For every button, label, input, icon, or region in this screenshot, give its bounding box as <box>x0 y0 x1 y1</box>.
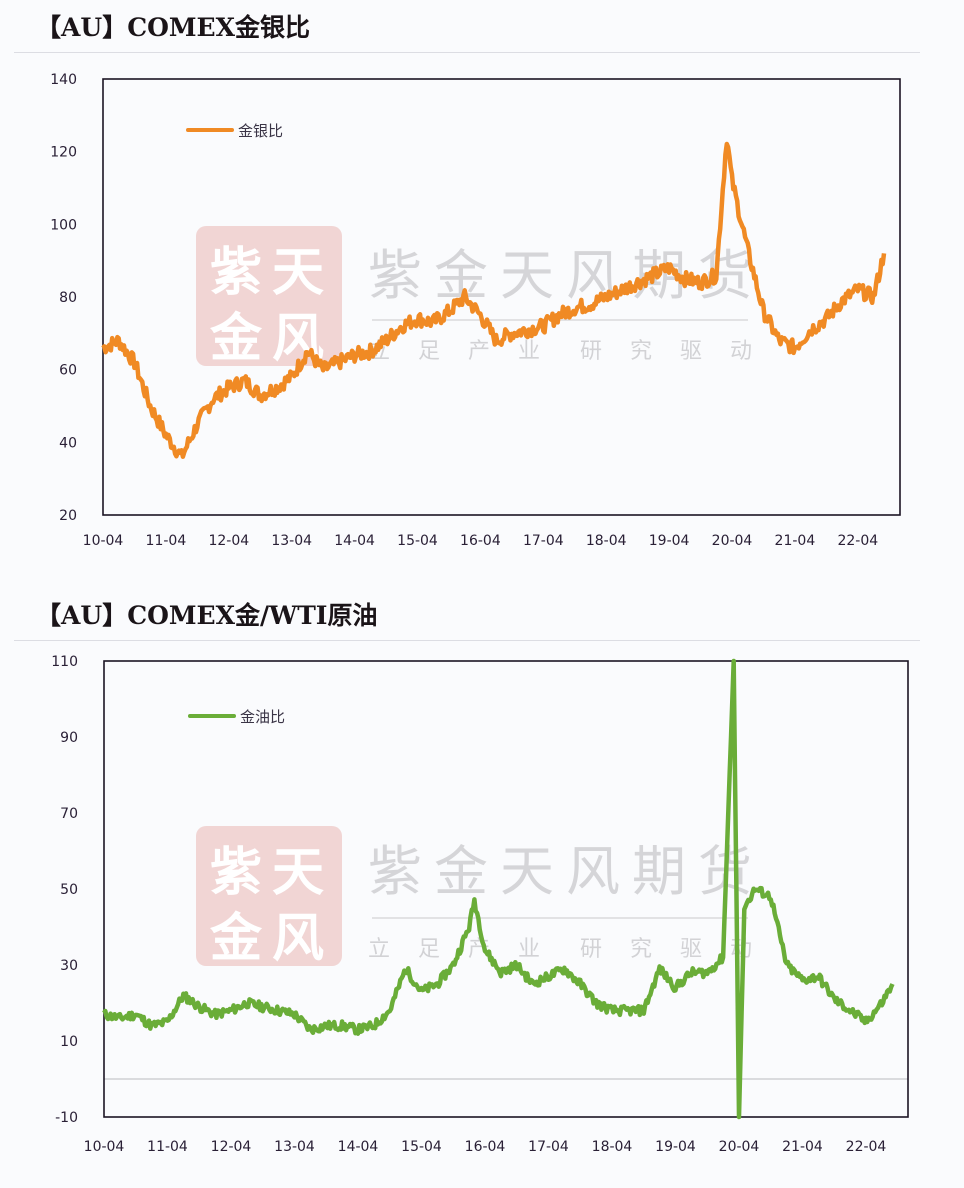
y-tick-label: -10 <box>55 1110 78 1126</box>
x-tick-label: 14-04 <box>334 533 375 549</box>
y-tick-label: 100 <box>50 217 77 233</box>
chart2-gold-oil-ratio: 紫 天 金 风 紫金天风期货 立足产业研究驱动 1109070503010-10… <box>51 654 909 1155</box>
watermark-slogan-char: 业 <box>518 339 540 364</box>
y-tick-label: 110 <box>51 654 78 670</box>
chart2-x-axis: 10-04 11-04 12-04 13-04 14-04 15-04 16-04 17-04… <box>84 1139 887 1155</box>
y-tick-label: 80 <box>59 290 77 306</box>
x-tick-label: 21-04 <box>782 1139 823 1155</box>
x-tick-label: 16-04 <box>465 1139 506 1155</box>
chart1-title-divider <box>14 52 920 53</box>
chart1-gold-silver-ratio: 紫 天 金 风 紫金天风期货 立足产业研究驱动 1401201008060402… <box>50 72 901 549</box>
x-tick-label: 14-04 <box>338 1139 379 1155</box>
x-tick-label: 16-04 <box>460 533 501 549</box>
watermark-slogan-char: 驱 <box>680 937 702 962</box>
watermark-slogan-char: 足 <box>418 937 440 962</box>
watermark-slogan-char: 立 <box>368 937 390 962</box>
x-tick-label: 18-04 <box>592 1139 633 1155</box>
x-tick-label: 11-04 <box>146 533 187 549</box>
chart1-series-line <box>101 141 887 459</box>
x-tick-label: 17-04 <box>528 1139 569 1155</box>
watermark-seal-char: 天 <box>272 242 324 303</box>
watermark-slogan-char: 研 <box>580 937 602 962</box>
chart2-title: 【AU】COMEX金/WTI原油 <box>36 601 378 630</box>
x-tick-label: 10-04 <box>84 1139 125 1155</box>
watermark-seal-char: 天 <box>272 842 324 903</box>
watermark-slogan-char: 产 <box>468 339 490 364</box>
x-tick-label: 13-04 <box>274 1139 315 1155</box>
watermark-seal-char: 金 <box>209 908 263 969</box>
watermark-slogan-char: 究 <box>630 339 652 364</box>
chart1-y-axis: 140 120 100 80 60 40 20 <box>50 72 77 524</box>
x-tick-label: 20-04 <box>719 1139 760 1155</box>
y-tick-label: 20 <box>59 508 77 524</box>
chart2-legend-label: 金油比 <box>240 708 285 726</box>
y-tick-label: 10 <box>60 1034 78 1050</box>
x-tick-label: 10-04 <box>83 533 124 549</box>
x-tick-label: 18-04 <box>586 533 627 549</box>
watermark-seal <box>196 226 342 366</box>
watermark-seal-char: 风 <box>272 908 324 969</box>
chart2-y-axis: 110 90 70 50 30 10 -10 <box>51 654 78 1126</box>
x-tick-label: 22-04 <box>846 1139 887 1155</box>
x-tick-label: 11-04 <box>147 1139 188 1155</box>
chart2-title-divider <box>14 640 920 641</box>
y-tick-label: 50 <box>60 882 78 898</box>
watermark-slogan-char: 业 <box>518 937 540 962</box>
watermark-seal-char: 紫 <box>210 842 262 903</box>
x-tick-label: 21-04 <box>775 533 816 549</box>
x-tick-label: 12-04 <box>208 533 249 549</box>
x-tick-label: 15-04 <box>401 1139 442 1155</box>
chart1-legend: 金银比 <box>186 122 283 140</box>
y-tick-label: 60 <box>59 363 77 379</box>
x-tick-label: 12-04 <box>211 1139 252 1155</box>
watermark-slogan-char: 足 <box>418 339 440 364</box>
watermark-slogan-char: 驱 <box>680 339 702 364</box>
watermark-seal-char: 金 <box>209 308 263 369</box>
watermark: 紫 天 金 风 紫金天风期货 立足产业研究驱动 <box>196 226 752 369</box>
watermark-seal-char: 紫 <box>210 242 262 303</box>
chart1-legend-label: 金银比 <box>238 122 283 140</box>
y-tick-label: 120 <box>50 145 77 161</box>
watermark-brand: 紫金天风期货 <box>368 840 752 903</box>
x-tick-label: 17-04 <box>523 533 564 549</box>
chart1-plot-area <box>102 78 901 516</box>
watermark-slogan-char: 究 <box>630 937 652 962</box>
y-tick-label: 30 <box>60 958 78 974</box>
x-tick-label: 19-04 <box>655 1139 696 1155</box>
chart1-x-axis: 10-04 11-04 12-04 13-04 14-04 15-04 16-04 17-04… <box>83 533 879 549</box>
chart2-plot-area <box>103 660 909 1118</box>
chart1-title: 【AU】COMEX金银比 <box>36 13 310 42</box>
y-tick-label: 40 <box>59 435 77 451</box>
x-tick-label: 19-04 <box>649 533 690 549</box>
y-tick-label: 140 <box>50 72 77 88</box>
y-tick-label: 90 <box>60 730 78 746</box>
chart2-series-line <box>102 658 895 1120</box>
watermark-slogan-char: 研 <box>580 339 602 364</box>
y-tick-label: 70 <box>60 806 78 822</box>
x-tick-label: 22-04 <box>837 533 878 549</box>
x-tick-label: 13-04 <box>271 533 312 549</box>
watermark-seal <box>196 826 342 966</box>
x-tick-label: 20-04 <box>712 533 753 549</box>
chart2-legend: 金油比 <box>188 708 285 726</box>
x-tick-label: 15-04 <box>397 533 438 549</box>
watermark-slogan-char: 动 <box>730 339 752 364</box>
